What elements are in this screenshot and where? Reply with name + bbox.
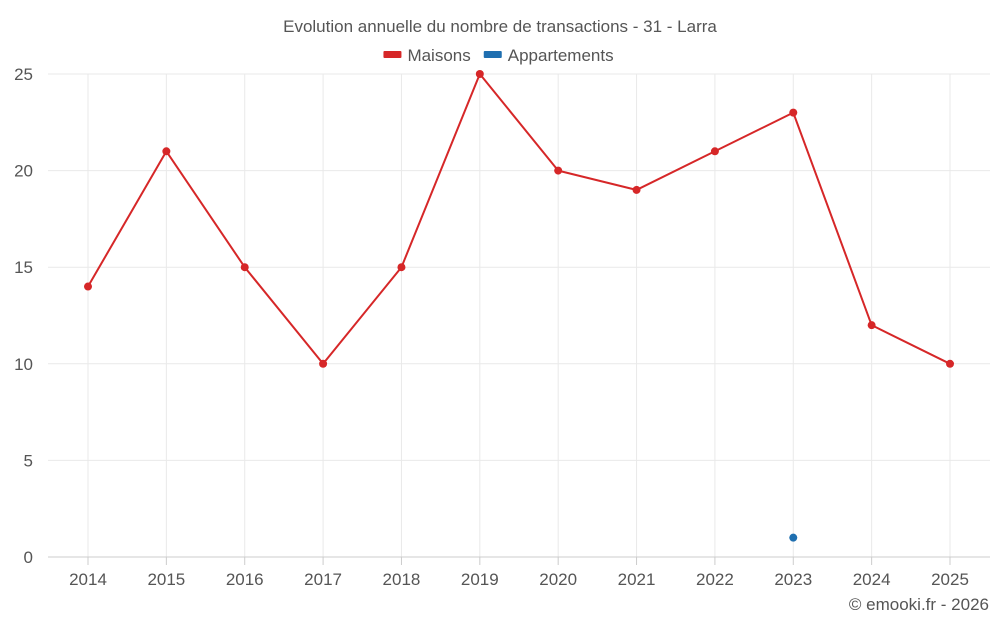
y-tick-label: 10 bbox=[14, 355, 33, 374]
footer-credit: © emooki.fr - 2026 bbox=[849, 595, 989, 614]
chart-title: Evolution annuelle du nombre de transact… bbox=[283, 17, 717, 36]
data-point-maisons-2019[interactable] bbox=[475, 70, 484, 78]
y-tick-label: 25 bbox=[14, 65, 33, 84]
x-tick-label: 2020 bbox=[539, 570, 577, 589]
data-point-maisons-2021[interactable] bbox=[632, 185, 641, 194]
grid-lines bbox=[48, 73, 990, 557]
data-point-appartements-2023[interactable] bbox=[789, 533, 798, 542]
legend-swatch bbox=[383, 51, 402, 58]
x-tick-label: 2014 bbox=[69, 570, 107, 589]
data-point-maisons-2016[interactable] bbox=[240, 263, 249, 272]
data-point-maisons-2015[interactable] bbox=[162, 147, 171, 156]
y-tick-label: 5 bbox=[24, 451, 33, 470]
y-tick-label: 0 bbox=[24, 548, 33, 567]
x-tick-label: 2015 bbox=[147, 570, 185, 589]
y-tick-label: 15 bbox=[14, 258, 33, 277]
y-tick-label: 20 bbox=[14, 162, 33, 181]
x-tick-label: 2022 bbox=[696, 570, 734, 589]
legend-label: Maisons bbox=[407, 46, 470, 65]
series-maisons bbox=[84, 70, 954, 368]
legend-label: Appartements bbox=[508, 46, 614, 65]
data-point-maisons-2022[interactable] bbox=[710, 147, 719, 156]
x-tick-label: 2024 bbox=[853, 570, 891, 589]
x-tick-label: 2023 bbox=[774, 570, 812, 589]
x-tick-label: 2016 bbox=[226, 570, 264, 589]
x-tick-label: 2018 bbox=[383, 570, 421, 589]
legend-item-maisons[interactable]: Maisons bbox=[383, 46, 471, 65]
chart-legend[interactable]: Maisons Appartements bbox=[383, 46, 614, 65]
data-point-maisons-2017[interactable] bbox=[319, 359, 328, 368]
x-tick-label: 2021 bbox=[618, 570, 656, 589]
data-series bbox=[84, 70, 954, 542]
legend-item-appartements[interactable]: Appartements bbox=[483, 46, 614, 65]
data-point-maisons-2025[interactable] bbox=[946, 359, 954, 368]
x-tick-label: 2017 bbox=[304, 570, 342, 589]
x-tick-label: 2019 bbox=[461, 570, 499, 589]
data-point-maisons-2023[interactable] bbox=[789, 108, 798, 117]
data-point-maisons-2024[interactable] bbox=[867, 321, 876, 330]
series-appartements bbox=[789, 533, 798, 542]
data-point-maisons-2020[interactable] bbox=[554, 166, 563, 175]
x-tick-label: 2025 bbox=[931, 570, 969, 589]
data-point-maisons-2018[interactable] bbox=[397, 263, 406, 272]
legend-swatch bbox=[483, 51, 502, 58]
data-point-maisons-2014[interactable] bbox=[84, 282, 92, 291]
series-line-maisons bbox=[87, 73, 951, 365]
